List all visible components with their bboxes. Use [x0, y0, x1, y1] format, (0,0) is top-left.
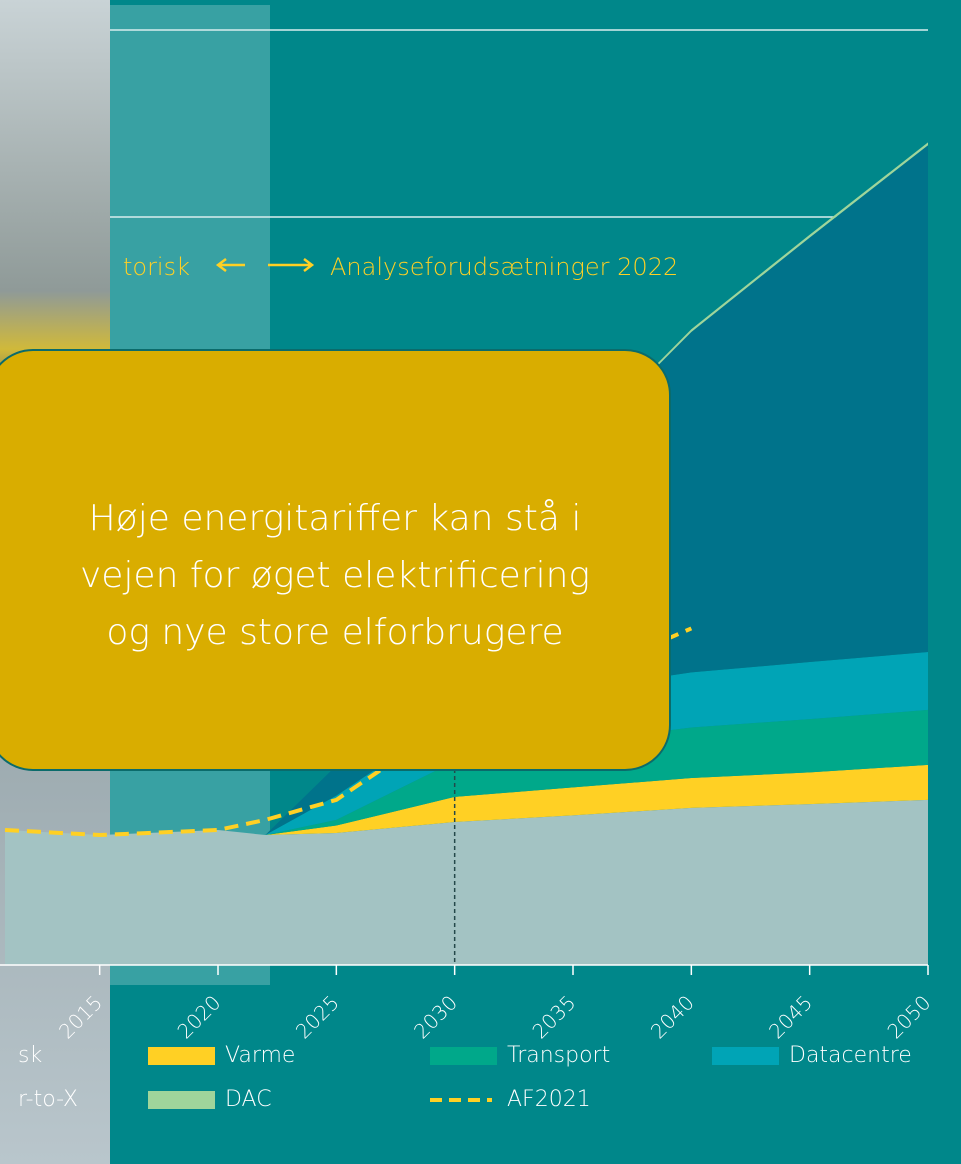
arrow-right	[268, 258, 315, 272]
annotation: torisk	[123, 253, 190, 281]
callout: Høje energitariffer kan stå i vejen for …	[0, 349, 671, 771]
legend-swatch	[712, 1047, 779, 1065]
annotation: Analyseforudsætninger 2022	[330, 253, 678, 281]
legend-label: DAC	[225, 1087, 272, 1112]
x-tick-label: 2045	[764, 990, 817, 1043]
arrow-left	[215, 258, 245, 272]
x-tick-label: 2025	[291, 990, 344, 1043]
callout-text: og nye store elforbrugere	[106, 612, 563, 653]
x-tick-label: 2020	[172, 990, 225, 1043]
legend-swatch	[148, 1091, 215, 1109]
legend-label: Varme	[225, 1043, 295, 1068]
legend-label: Datacentre	[789, 1043, 912, 1068]
area	[5, 764, 928, 836]
legend-label: sk	[18, 1043, 42, 1068]
area	[5, 799, 928, 965]
legend-label: r-to-X	[18, 1087, 78, 1112]
x-tick-label: 2040	[646, 990, 699, 1043]
legend-label: AF2021	[507, 1087, 591, 1112]
x-tick-label: 2035	[527, 990, 580, 1043]
x-tick-label: 2030	[409, 990, 462, 1043]
callout-text: Høje energitariffer kan stå i	[89, 498, 582, 539]
area	[5, 145, 928, 836]
legend-label: Transport	[507, 1043, 610, 1068]
area	[5, 709, 928, 836]
legend-swatch	[148, 1047, 215, 1065]
legend-swatch	[430, 1047, 497, 1065]
x-tick-label: 2050	[882, 990, 935, 1043]
callout-box	[0, 349, 671, 771]
callout-text: vejen for øget elektrificering	[80, 555, 590, 596]
